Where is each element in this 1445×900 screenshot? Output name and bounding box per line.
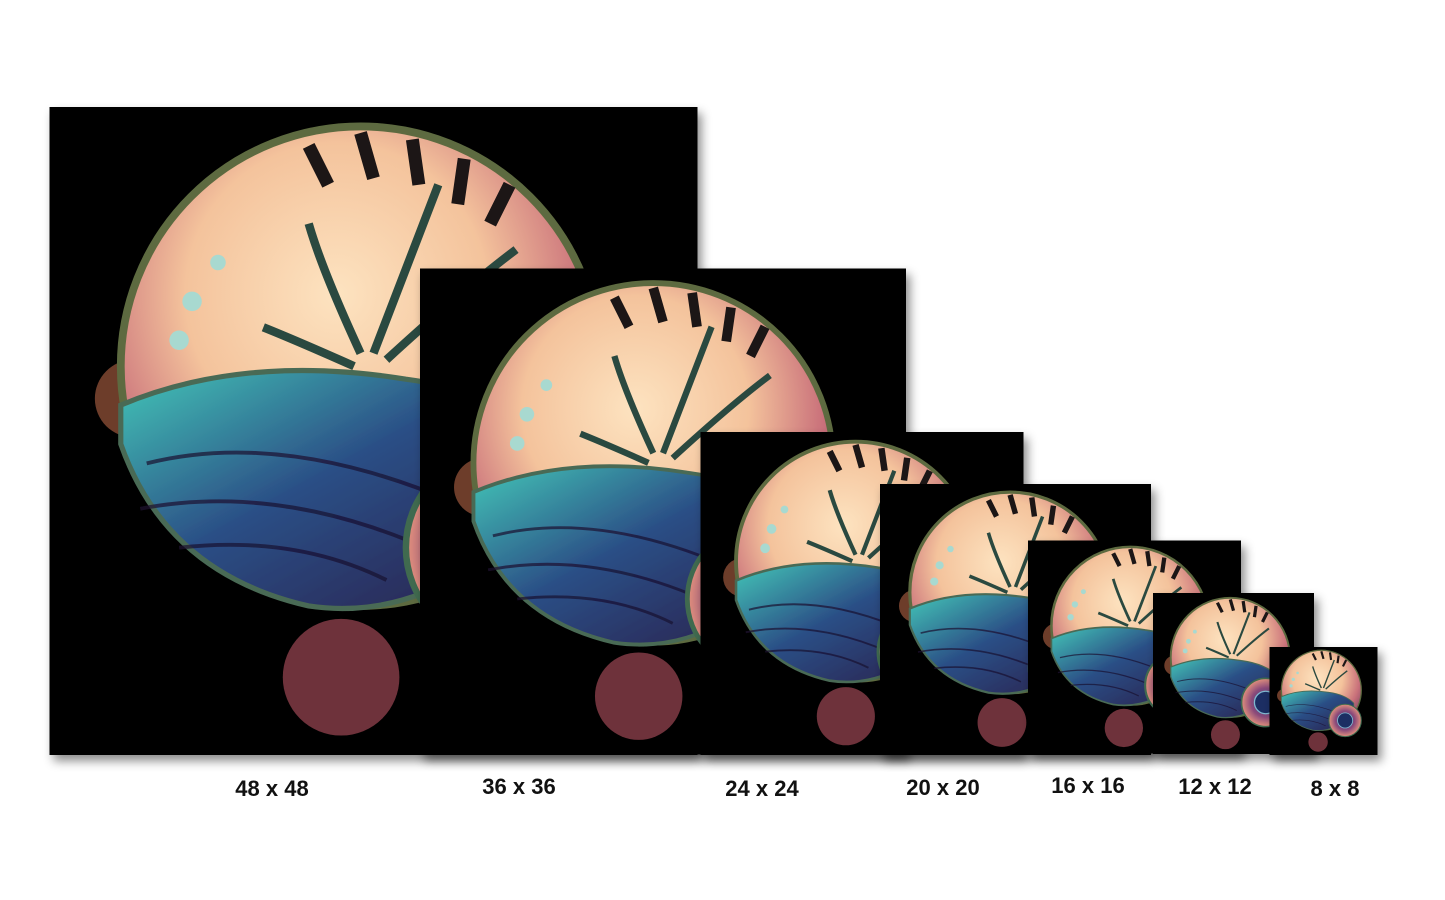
size-label: 48 x 48 [235, 776, 308, 801]
size-label: 20 x 20 [906, 775, 979, 800]
size-label: 24 x 24 [725, 776, 799, 801]
size-label: 36 x 36 [482, 774, 555, 799]
size-label: 8 x 8 [1311, 776, 1360, 801]
canvas-8 [1270, 647, 1378, 755]
size-label: 12 x 12 [1178, 774, 1251, 799]
size-label: 16 x 16 [1051, 773, 1124, 798]
